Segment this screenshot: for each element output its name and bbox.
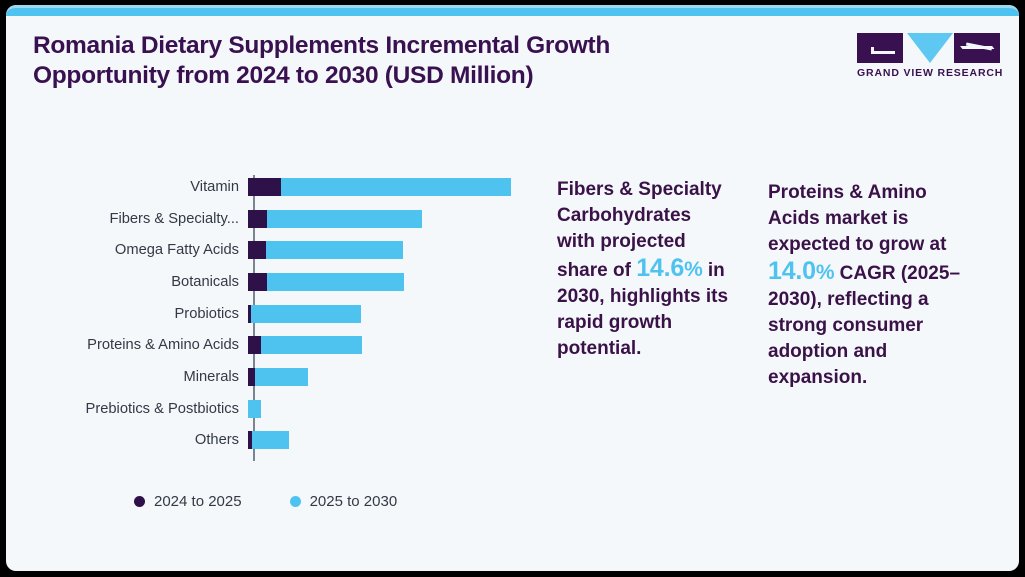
logo-r-icon [954,33,1000,63]
bar-segment-2025-2030 [247,399,261,418]
insight-middle-tail: in 2030, highlights its rapid growth pot… [557,260,729,359]
bar-row: Omega Fatty Acids [36,234,536,266]
legend-label: 2025 to 2030 [309,493,398,510]
bar-segment-2024-2025 [247,336,261,355]
insight-block-proteins: Proteins & Amino Acids market is expecte… [768,180,978,391]
insight-right-stat-value: 14.0 [768,257,816,285]
brand-logo: GRAND VIEW RESEARCH [857,33,1004,81]
bar-segment-2024-2025 [247,368,255,387]
legend-label: 2024 to 2025 [154,493,242,510]
logo-g-icon [857,33,903,63]
bar-row: Proteins & Amino Acids [36,330,536,362]
bar-row-label: Probiotics [174,305,240,322]
bar-row: Botanicals [36,266,536,298]
bar-stack [247,241,403,260]
bar-row-label: Fibers & Specialty... [109,210,239,227]
bar-row-label: Prebiotics & Postbiotics [85,400,239,417]
bar-stack [247,272,404,291]
bar-segment-2024-2025 [247,241,266,260]
bar-segment-2025-2030 [266,209,422,228]
bar-segment-2024-2025 [247,431,252,450]
bar-row: Fibers & Specialty... [36,203,536,235]
bar-segment-2025-2030 [254,368,308,387]
top-accent-bar [6,5,1019,16]
insight-middle-stat: 14.6% [636,254,703,282]
insight-middle-stat-value: 14.6 [636,254,685,282]
bar-segment-2025-2030 [265,241,403,260]
bar-segment-2024-2025 [247,209,267,228]
chart-legend: 2024 to 2025 2025 to 2030 [134,493,397,510]
bar-stack [247,177,511,196]
bar-segment-2025-2030 [266,272,404,291]
bar-row: Prebiotics & Postbiotics [36,393,536,425]
insight-block-fibers: Fibers & Specialty Carbohydrates with pr… [557,177,729,362]
insight-right-stat: 14.0% [768,257,835,285]
infographic-card: Romania Dietary Supplements Incremental … [6,5,1019,571]
bar-stack [247,399,261,418]
page-title: Romania Dietary Supplements Incremental … [33,31,763,91]
bar-row: Others [36,425,536,457]
bar-row-label: Vitamin [190,178,239,195]
bar-segment-2024-2025 [247,177,281,196]
bar-stack [247,431,289,450]
bar-row: Probiotics [36,298,536,330]
bar-segment-2025-2030 [260,336,362,355]
bar-stack [247,336,362,355]
logo-marks [857,33,1000,63]
chart-plot: Vitamin Fibers & Specialty... Omega Fatty … [36,171,536,461]
legend-entry[interactable]: 2024 to 2025 [134,493,242,510]
bar-row: Vitamin [36,171,536,203]
logo-v-triangle-icon [907,33,953,63]
page-title-line-2: Opportunity from 2024 to 2030 (USD Milli… [33,62,534,89]
legend-dot-icon [289,496,301,507]
bar-row-label: Botanicals [171,273,239,290]
bar-row-label: Omega Fatty Acids [114,242,239,259]
bar-row-label: Minerals [183,369,239,386]
page-title-line-1: Romania Dietary Supplements Incremental … [33,32,611,59]
insight-middle-stat-suffix: % [684,258,703,281]
insight-right-stat-suffix: % [815,261,835,284]
insight-middle-lead: Fibers & Specialty Carbohydrates with pr… [557,179,722,281]
bar-segment-2025-2030 [250,304,361,323]
bar-row: Minerals [36,361,536,393]
bar-segment-2025-2030 [251,431,289,450]
legend-entry[interactable]: 2025 to 2030 [289,493,398,510]
bar-stack [247,304,361,323]
bar-segment-2025-2030 [280,177,511,196]
bar-row-label: Others [194,432,239,449]
bar-segment-2024-2025 [247,304,251,323]
bar-chart: Vitamin Fibers & Specialty... Omega Fatty … [36,171,536,467]
insight-right-tail: CAGR (2025–2030), reflecting a strong co… [768,263,961,388]
logo-wordmark: GRAND VIEW RESEARCH [857,67,1004,79]
legend-dot-icon [134,496,145,507]
insight-right-lead: Proteins & Amino Acids market is expecte… [768,182,947,255]
bar-row-label: Proteins & Amino Acids [87,337,239,354]
bar-segment-2024-2025 [247,272,267,291]
bar-stack [247,368,308,387]
bar-stack [247,209,422,228]
